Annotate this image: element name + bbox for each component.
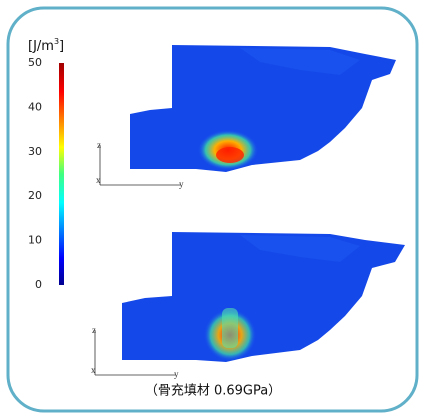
colorbar-tick-label: 10 (28, 234, 42, 247)
caption: （骨充填材 0.69GPa） (145, 383, 281, 399)
colorbar-tick-label: 20 (28, 189, 42, 202)
colorbar-tick-label: 40 (28, 100, 42, 113)
colorbar-unit: [J/m3] (28, 37, 64, 54)
axis-label: y (174, 369, 179, 379)
colorbar-tick-label: 0 (35, 278, 42, 291)
colorbar (59, 63, 64, 285)
axis-label: z (97, 140, 101, 150)
colorbar-tick-label: 50 (28, 56, 42, 69)
colorbar-tick-label: 30 (28, 145, 42, 158)
figure: [J/m3] 0 10 20 30 40 50 z x y z x y （骨充填材 0.6… (0, 0, 425, 419)
axis-label: y (179, 179, 184, 189)
axis-label: x (91, 365, 96, 375)
axis-label: z (92, 325, 96, 335)
axis-label: x (96, 175, 101, 185)
